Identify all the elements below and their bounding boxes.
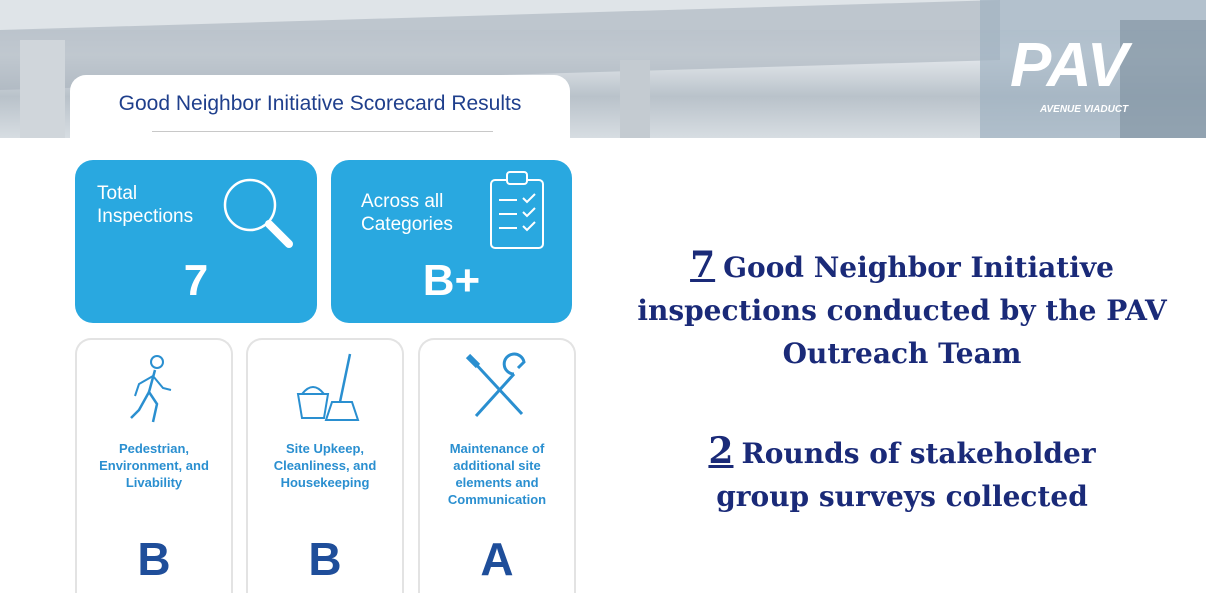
- magnifier-icon: [215, 170, 305, 260]
- tile: Across all Categories B+: [331, 160, 572, 323]
- logo-subtitle: AVENUE VIADUCT: [1040, 104, 1128, 115]
- tile-label: Total Inspections: [97, 182, 217, 228]
- logo: PAV: [1010, 30, 1128, 101]
- stat-text: Rounds of stakeholder group surveys coll…: [716, 437, 1095, 513]
- tile-label: Across all Categories: [361, 190, 481, 236]
- category-grade: A: [420, 532, 574, 586]
- category-icon: [460, 352, 536, 428]
- stat-number: 7: [690, 244, 715, 286]
- tile-value: 7: [75, 256, 317, 306]
- category-label: Pedestrian, Environment, and Livability: [77, 440, 231, 491]
- page: {"header": {"logo": "PAV", "logo_subtitl…: [0, 0, 1206, 591]
- category-grade: B: [77, 532, 231, 586]
- stat-text: Good Neighbor Initiative inspections con…: [637, 251, 1166, 370]
- category-grade: B: [248, 532, 402, 586]
- tile: Total Inspections 7: [75, 160, 317, 323]
- category-icon: [117, 352, 193, 428]
- category-label: Maintenance of additional site elements …: [420, 440, 574, 508]
- tile-value: B+: [331, 256, 572, 306]
- category-card: Site Upkeep, Cleanliness, and Housekeepi…: [246, 338, 404, 593]
- clipboard-icon: [483, 168, 553, 253]
- category-card: Pedestrian, Environment, and Livability …: [75, 338, 233, 593]
- stat-number: 2: [708, 430, 733, 472]
- title-rule: [152, 131, 493, 132]
- category-card: Maintenance of additional site elements …: [418, 338, 576, 593]
- category-label: Site Upkeep, Cleanliness, and Housekeepi…: [248, 440, 402, 491]
- title: Good Neighbor Initiative Scorecard Resul…: [70, 92, 570, 116]
- category-icon: [288, 352, 364, 428]
